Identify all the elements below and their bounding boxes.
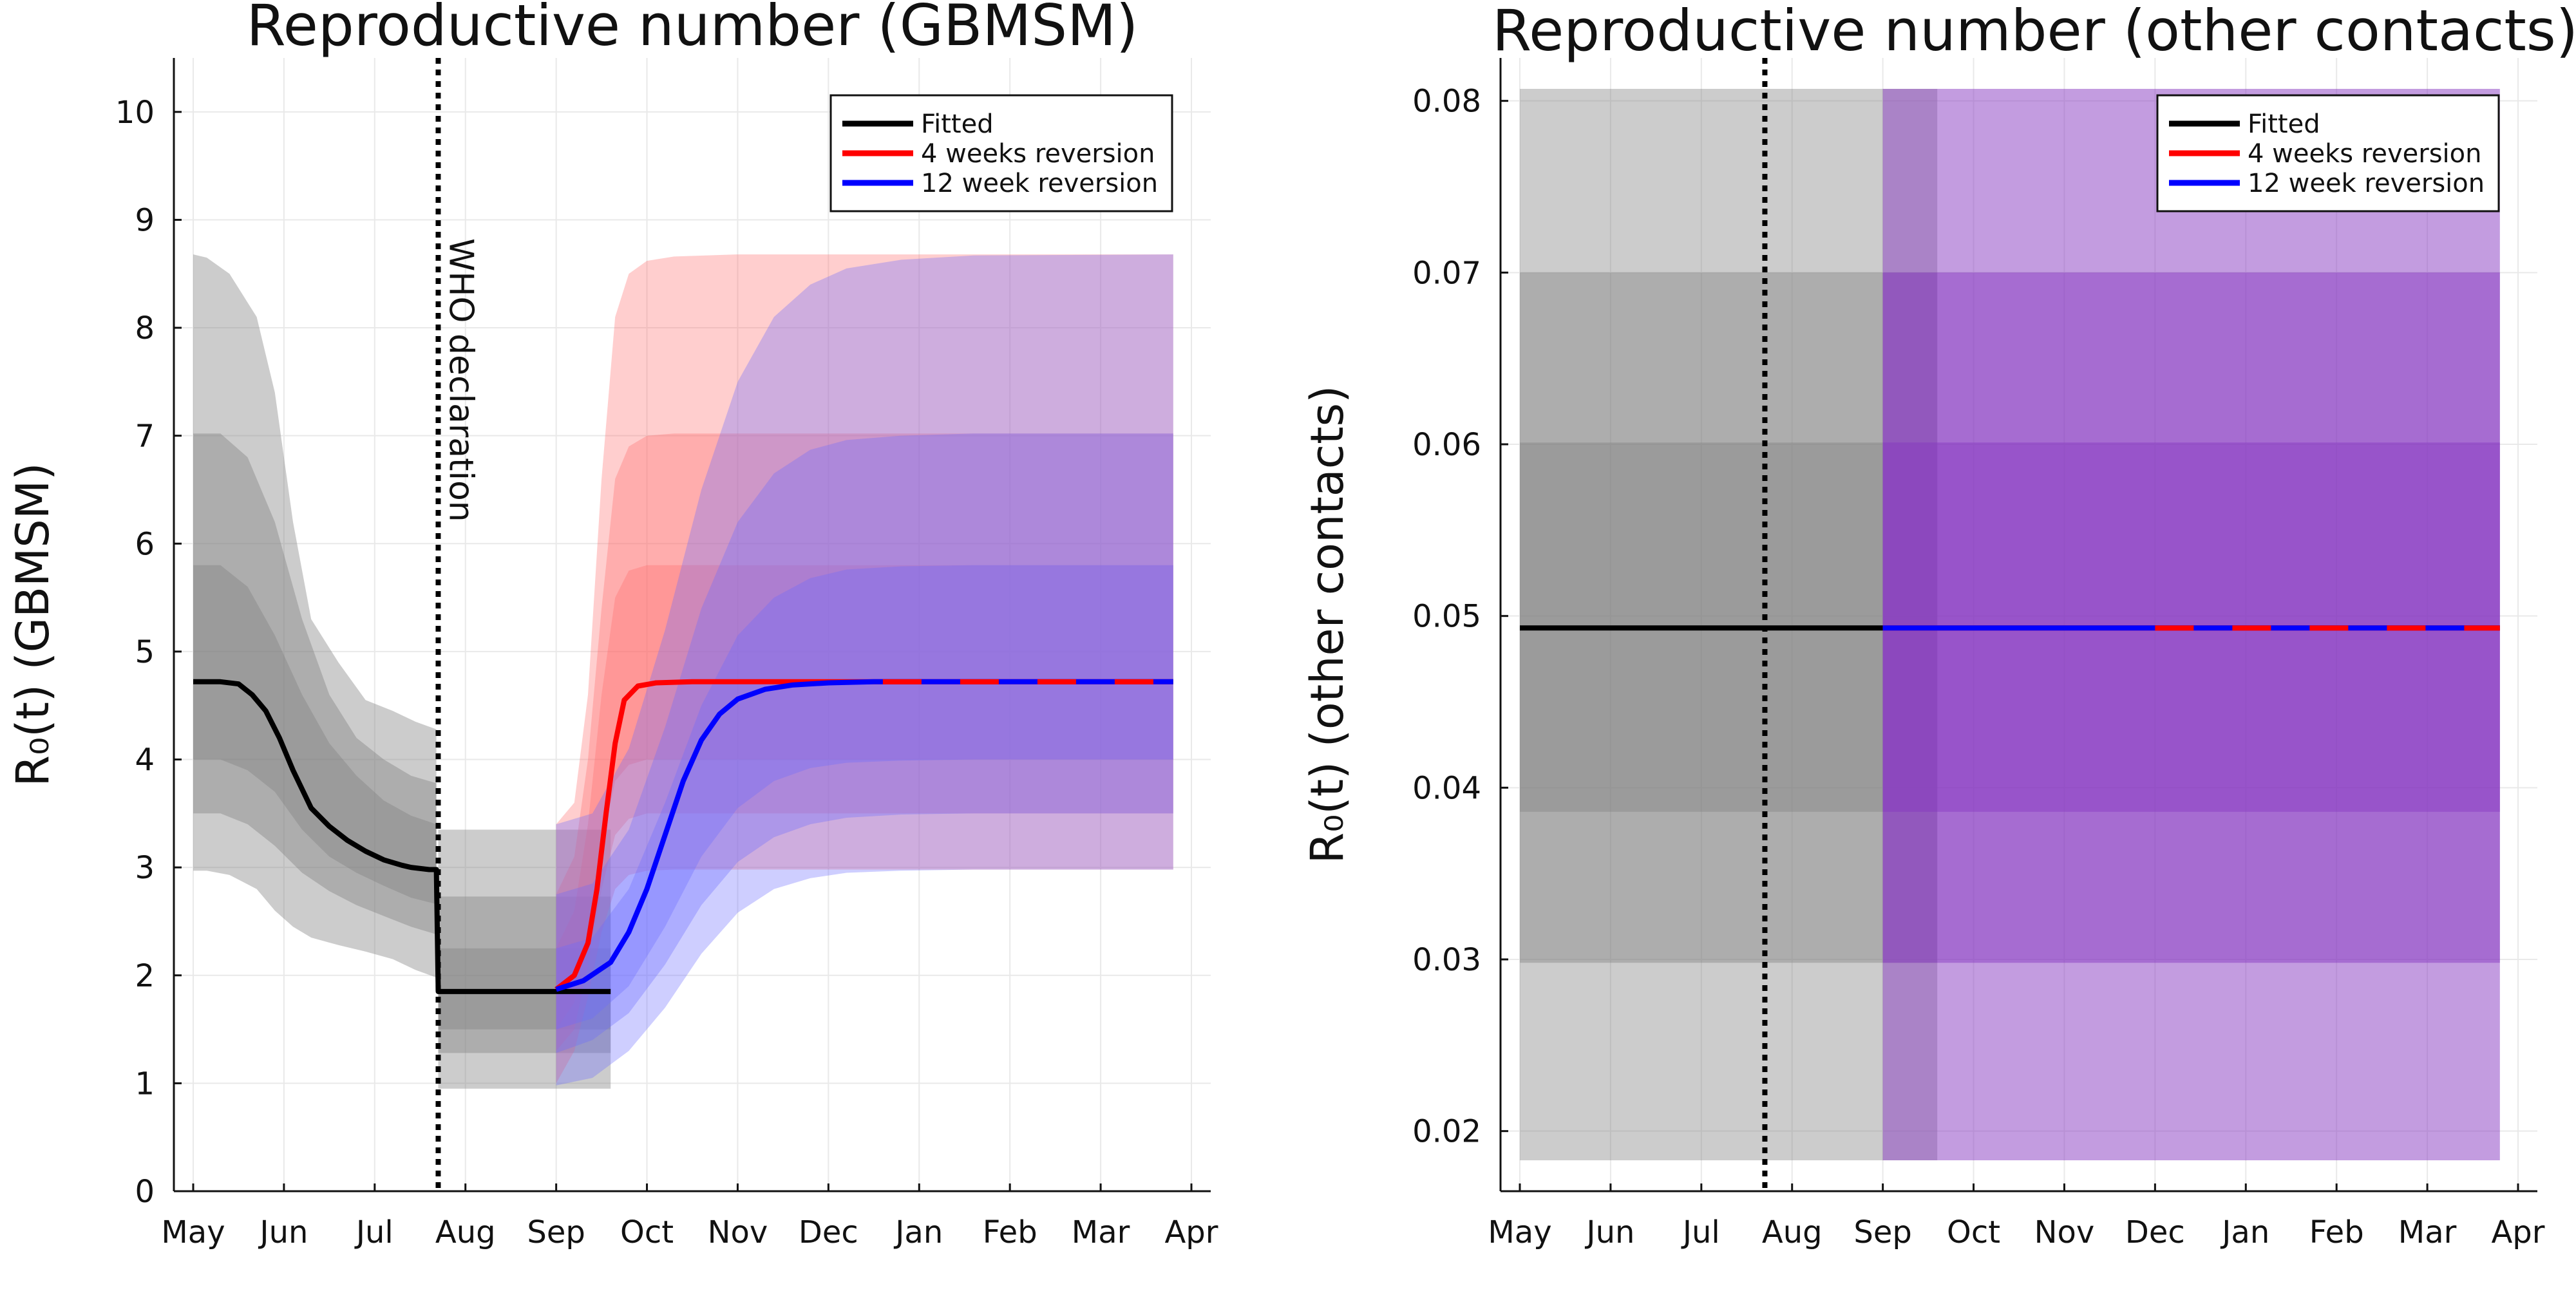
- confidence-band-12-week-reversion: [1882, 89, 2500, 1160]
- y-tick-label: 6: [135, 526, 155, 562]
- y-tick-label: 9: [135, 202, 155, 238]
- y-axis-label: R₀(t) (GBMSM): [6, 462, 59, 786]
- series-line-4-weeks-reversion: [554, 679, 1173, 992]
- x-tick-label: Jun: [1584, 1214, 1634, 1250]
- y-tick-label: 2: [135, 958, 155, 994]
- x-tick-label: Aug: [1762, 1214, 1823, 1250]
- y-tick-label: 0.05: [1412, 599, 1481, 635]
- y-tick-label: 0.07: [1412, 255, 1481, 291]
- x-tick-label: Sep: [1853, 1214, 1911, 1250]
- x-tick-label: Nov: [2034, 1214, 2095, 1250]
- y-tick-label: 0.03: [1412, 942, 1481, 978]
- y-tick-label: 0.04: [1412, 770, 1481, 806]
- confidence-band-12-week-reversion: [556, 433, 1173, 1053]
- x-tick-label: Oct: [1947, 1214, 2000, 1250]
- x-tick-label: Mar: [2398, 1214, 2457, 1250]
- y-tick-label: 0.06: [1412, 427, 1481, 463]
- y-tick-label: 5: [135, 634, 155, 670]
- legend-entry: 12 week reversion: [921, 169, 1158, 198]
- y-tick-label: 7: [135, 419, 155, 455]
- confidence-band-4-weeks-reversion: [1882, 272, 2500, 963]
- x-tick-label: Apr: [1164, 1214, 1218, 1250]
- x-tick-label: Feb: [2309, 1214, 2364, 1250]
- y-tick-label: 0.02: [1412, 1114, 1481, 1150]
- x-tick-label: Sep: [527, 1214, 585, 1250]
- confidence-band-fitted: [438, 948, 611, 1030]
- x-tick-label: May: [161, 1214, 225, 1250]
- y-tick-label: 0: [135, 1174, 155, 1210]
- who-declaration-label: WHO declaration: [441, 238, 480, 522]
- x-tick-label: Jan: [2220, 1214, 2269, 1250]
- legend-entry: Fitted: [921, 109, 994, 139]
- y-tick-label: 4: [135, 742, 155, 778]
- legend-entry: 12 week reversion: [2248, 169, 2485, 198]
- confidence-band-12-week-reversion: [1882, 272, 2500, 963]
- chart-title: Reproductive number (GBMSM): [247, 0, 1139, 59]
- x-tick-label: Dec: [799, 1214, 858, 1250]
- x-tick-label: Aug: [435, 1214, 496, 1250]
- y-axis-label: R₀(t) (other contacts): [1301, 386, 1354, 864]
- x-tick-label: Apr: [2491, 1214, 2544, 1250]
- x-tick-label: Jan: [893, 1214, 943, 1250]
- confidence-band-fitted: [1520, 272, 1938, 963]
- x-tick-label: Jul: [1681, 1214, 1720, 1250]
- confidence-band-4-weeks-reversion: [1882, 89, 2500, 1160]
- x-tick-label: Jun: [258, 1214, 308, 1250]
- x-tick-label: May: [1488, 1214, 1551, 1250]
- x-tick-label: Feb: [983, 1214, 1037, 1250]
- panel-gbmsm: May Jun Jul Aug Sep Oct Nov Dec Jan Feb Mar Apr 0 1 2 3…: [6, 0, 1218, 1250]
- y-tick-label: 1: [135, 1066, 155, 1102]
- confidence-band-4-weeks-reversion: [556, 254, 1173, 1084]
- y-tick-label: 8: [135, 310, 155, 346]
- y-tick-label: 3: [135, 850, 155, 886]
- y-tick-label: 10: [115, 95, 155, 131]
- confidence-band-12-week-reversion: [556, 254, 1173, 1086]
- legend-entry: 4 weeks reversion: [2248, 139, 2482, 169]
- chart-title: Reproductive number (other contacts): [1492, 0, 2576, 64]
- legend-entry: Fitted: [2248, 109, 2320, 139]
- x-tick-label: Jul: [354, 1214, 393, 1250]
- confidence-band-fitted: [438, 896, 611, 1053]
- confidence-band-4-weeks-reversion: [556, 433, 1173, 1051]
- panel-other-contacts: May Jun Jul Aug Sep Oct Nov Dec Jan Feb Mar Apr 0.02…: [1301, 0, 2576, 1250]
- x-tick-label: Oct: [620, 1214, 674, 1250]
- x-tick-label: Mar: [1072, 1214, 1130, 1250]
- y-tick-label: 0.08: [1412, 84, 1481, 120]
- confidence-band-fitted: [1520, 89, 1938, 1160]
- confidence-band-fitted: [193, 254, 437, 978]
- series-line-fitted: [193, 679, 611, 994]
- x-tick-label: Dec: [2125, 1214, 2185, 1250]
- confidence-band-fitted: [438, 829, 611, 1089]
- x-tick-label: Nov: [708, 1214, 768, 1250]
- legend-entry: 4 weeks reversion: [921, 139, 1155, 169]
- confidence-band-fitted: [193, 565, 437, 905]
- confidence-band-fitted: [193, 433, 437, 935]
